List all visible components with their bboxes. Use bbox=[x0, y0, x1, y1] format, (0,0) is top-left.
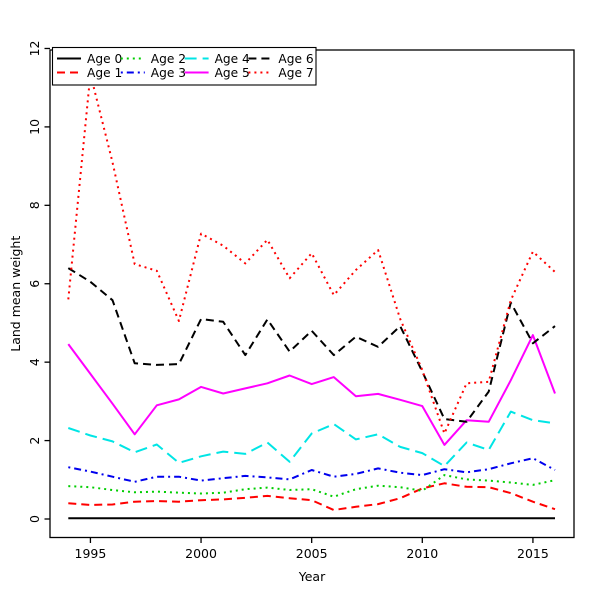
x-axis-title: Year bbox=[298, 569, 326, 584]
legend-label-age-3: Age 3 bbox=[151, 66, 186, 80]
series-line-age-4 bbox=[67, 410, 556, 468]
x-axis-tick-label: 2015 bbox=[517, 546, 549, 561]
x-axis-tick-label: 1995 bbox=[75, 546, 107, 561]
legend-label-age-1: Age 1 bbox=[87, 66, 122, 80]
series-line-age-3 bbox=[68, 457, 556, 483]
plot-border bbox=[49, 49, 575, 539]
legend-box bbox=[51, 46, 317, 86]
y-axis-tick-label: 0 bbox=[27, 515, 42, 523]
y-axis-tick-label: 8 bbox=[27, 201, 42, 209]
x-axis-tick-label: 2000 bbox=[185, 546, 217, 561]
legend-label-age-6: Age 6 bbox=[278, 52, 313, 66]
legend-label-age-0: Age 0 bbox=[87, 52, 122, 66]
x-axis-tick-label: 2005 bbox=[296, 546, 328, 561]
series-line-age-1 bbox=[68, 482, 556, 511]
legend-label-age-7: Age 7 bbox=[278, 66, 313, 80]
x-axis-tick-label: 2010 bbox=[406, 546, 438, 561]
y-axis-tick-label: 12 bbox=[27, 41, 42, 57]
series-line-age-6 bbox=[67, 267, 556, 423]
y-axis-tick-label: 6 bbox=[27, 280, 42, 288]
y-axis-tick-label: 2 bbox=[27, 437, 42, 445]
y-axis-tick-label: 10 bbox=[27, 119, 42, 135]
legend-label-age-4: Age 4 bbox=[215, 52, 250, 66]
legend-label-age-5: Age 5 bbox=[215, 66, 250, 80]
y-axis-tick-label: 4 bbox=[27, 358, 42, 366]
y-axis-title: Land mean weight bbox=[8, 236, 23, 352]
series-line-age-5 bbox=[67, 334, 556, 446]
series-line-age-2 bbox=[68, 474, 556, 498]
legend-label-age-2: Age 2 bbox=[151, 52, 186, 66]
series-line-age-7 bbox=[67, 73, 556, 435]
